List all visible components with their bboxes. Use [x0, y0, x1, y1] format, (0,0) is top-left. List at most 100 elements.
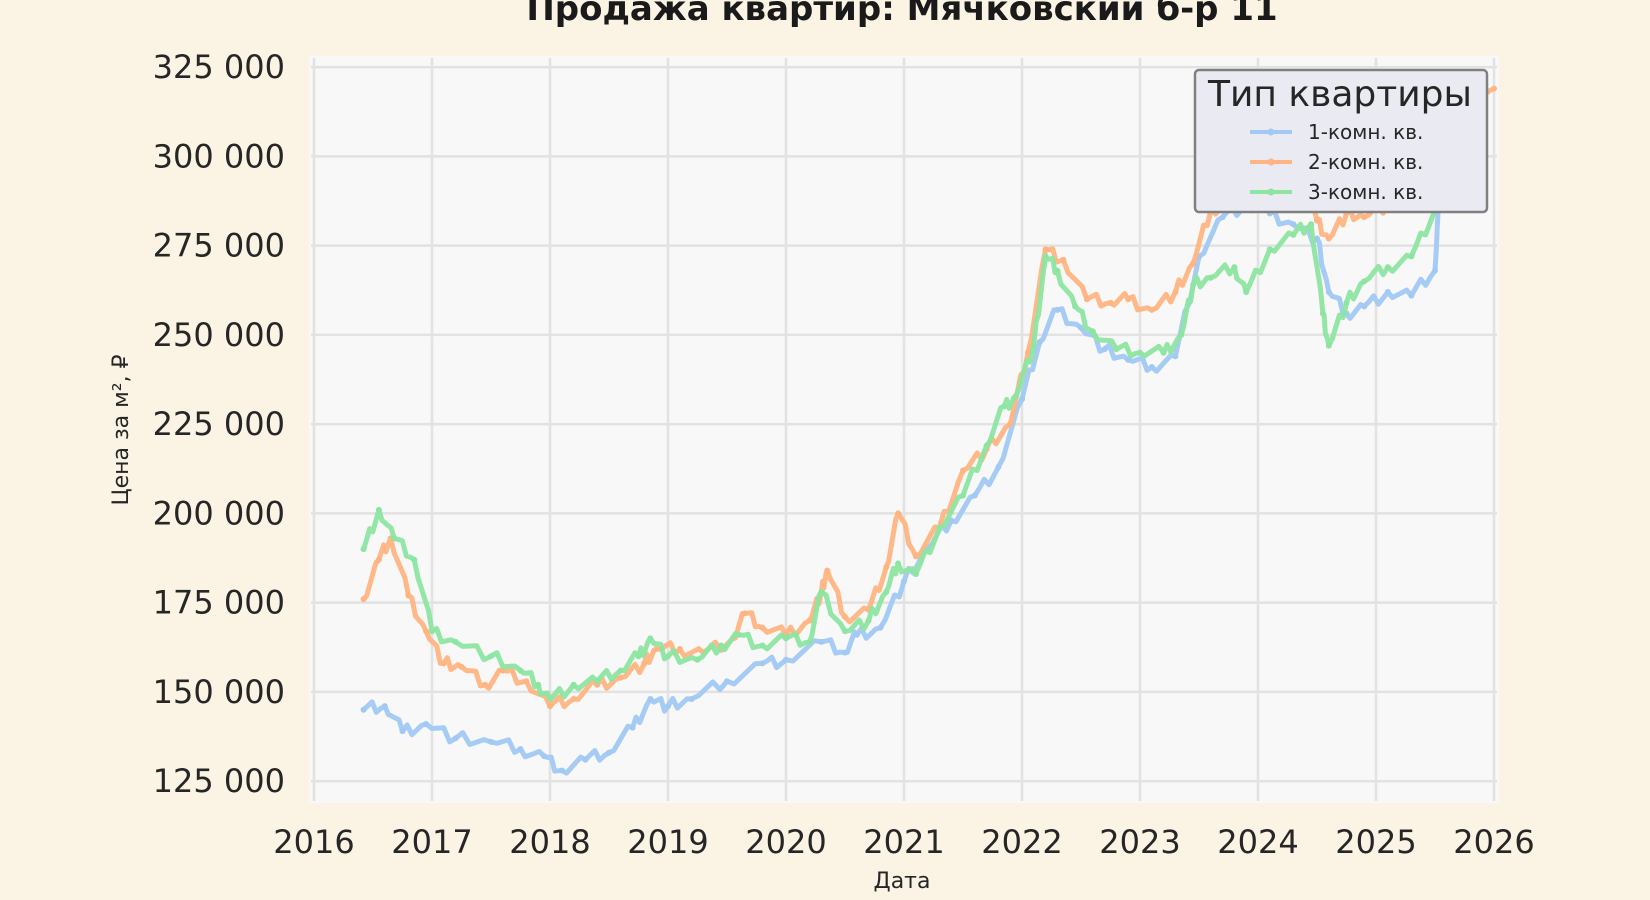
data-point — [806, 617, 813, 624]
data-point — [1207, 274, 1214, 281]
data-point — [381, 703, 388, 710]
data-point — [1231, 264, 1238, 271]
x-tick-label: 2019 — [627, 823, 708, 861]
x-tick-label: 2024 — [1217, 823, 1298, 861]
data-point — [488, 738, 494, 745]
data-point — [1243, 289, 1250, 296]
data-point — [724, 678, 730, 685]
data-point — [647, 635, 654, 642]
y-tick-label: 250 000 — [153, 316, 285, 354]
data-point — [1408, 253, 1415, 260]
data-point — [606, 749, 612, 756]
data-point — [842, 613, 848, 620]
data-point — [1007, 421, 1014, 428]
data-point — [676, 646, 683, 653]
data-point — [399, 728, 406, 735]
data-point — [517, 667, 524, 674]
data-point — [1290, 221, 1297, 228]
data-point — [582, 756, 589, 763]
data-point — [1190, 281, 1197, 288]
data-point — [853, 631, 860, 638]
data-point — [440, 660, 447, 667]
data-point — [488, 653, 494, 660]
data-point — [883, 588, 890, 595]
data-point — [1054, 306, 1061, 313]
data-point — [895, 560, 902, 567]
data-point — [1172, 353, 1179, 360]
data-point — [735, 631, 742, 638]
x-tick-label: 2016 — [273, 823, 354, 861]
data-point — [1101, 346, 1108, 353]
data-point — [1060, 256, 1067, 263]
data-point — [617, 674, 624, 681]
data-point — [1190, 260, 1197, 267]
data-point — [517, 746, 524, 753]
x-tick-label: 2020 — [745, 823, 826, 861]
data-point — [535, 681, 542, 688]
data-point — [375, 556, 382, 563]
data-point — [960, 492, 966, 499]
data-point — [1019, 396, 1025, 403]
data-point — [783, 656, 789, 663]
x-tick-labels: 2016 2017 2018 2019 2020 2021 2022 2023 2024 2025… — [273, 823, 1534, 861]
y-tick-label: 325 000 — [153, 48, 285, 86]
data-point — [971, 492, 978, 499]
legend-label: 1-комн. кв. — [1308, 120, 1423, 144]
data-point — [842, 628, 848, 635]
data-point — [1384, 264, 1391, 271]
data-point — [1042, 246, 1049, 253]
series-3 — [360, 206, 1438, 703]
data-point — [594, 678, 601, 685]
data-point — [983, 442, 990, 449]
data-point — [1408, 292, 1415, 299]
data-point — [635, 653, 642, 660]
data-point — [759, 642, 766, 649]
x-tick-label: 2021 — [863, 823, 944, 861]
data-point — [960, 467, 966, 474]
legend-items: 1-комн. кв. 2-комн. кв. 3-комн. кв. — [1250, 120, 1423, 204]
data-point — [1148, 364, 1155, 371]
data-point — [895, 510, 902, 517]
data-point — [1172, 289, 1179, 296]
y-tick-label: 175 000 — [153, 584, 285, 622]
data-point — [1314, 217, 1320, 224]
data-point — [1432, 267, 1438, 274]
data-point — [665, 653, 671, 660]
series-line — [361, 207, 1438, 702]
legend-label: 2-комн. кв. — [1308, 150, 1423, 174]
data-point — [647, 696, 654, 703]
data-point — [688, 696, 695, 703]
data-point — [1491, 85, 1497, 92]
data-point — [482, 681, 489, 688]
legend-marker — [1267, 158, 1275, 166]
data-point — [783, 635, 789, 642]
data-point — [1266, 246, 1273, 253]
data-point — [1148, 306, 1155, 313]
data-point — [452, 735, 459, 742]
data-point — [1078, 324, 1084, 331]
data-point — [411, 556, 418, 563]
legend: Тип квартиры 1-комн. кв. 2-комн. кв. 3-ком… — [1193, 68, 1489, 214]
y-tick-label: 275 000 — [153, 227, 285, 265]
data-point — [523, 678, 530, 685]
data-point — [547, 696, 553, 703]
data-point — [883, 563, 890, 570]
data-point — [1137, 349, 1143, 356]
data-point — [694, 656, 701, 663]
chart-title: Продажа квартир: Мячковский б-р 11 — [526, 0, 1277, 29]
data-point — [1083, 296, 1090, 303]
legend-box — [1193, 68, 1489, 214]
data-point — [759, 624, 766, 631]
legend-label: 3-комн. кв. — [1308, 180, 1423, 204]
data-point — [1001, 403, 1008, 410]
data-point — [1361, 214, 1368, 221]
data-point — [617, 667, 624, 674]
data-point — [1219, 214, 1226, 221]
data-point — [360, 706, 367, 713]
x-axis-title: Дата — [874, 869, 931, 894]
data-point — [1036, 339, 1043, 346]
data-point — [912, 553, 919, 560]
y-tick-label: 225 000 — [153, 405, 285, 443]
data-point — [1361, 303, 1368, 310]
